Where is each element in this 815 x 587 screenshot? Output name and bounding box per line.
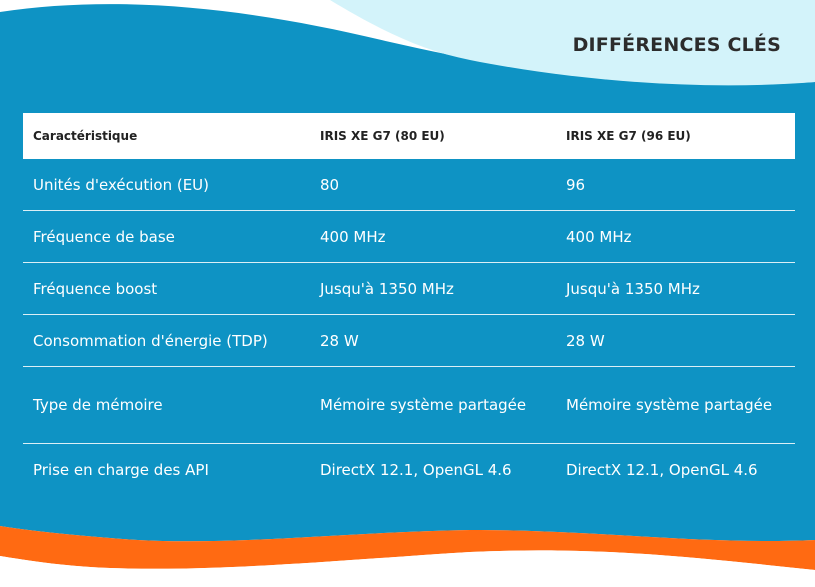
table-row: Fréquence boost Jusqu'à 1350 MHz Jusqu'à… bbox=[23, 262, 795, 315]
table-row: Fréquence de base 400 MHz 400 MHz bbox=[23, 210, 795, 263]
value-96eu: DirectX 12.1, OpenGL 4.6 bbox=[566, 460, 758, 479]
white-bottom bbox=[0, 550, 815, 587]
row-label: Type de mémoire bbox=[23, 366, 310, 444]
value-96eu: Mémoire système partagée bbox=[556, 366, 795, 444]
comparison-table: Caractéristique IRIS XE G7 (80 EU) IRIS … bbox=[23, 113, 795, 495]
table-row: Type de mémoire Mémoire système partagée… bbox=[23, 366, 795, 444]
value-96eu: 96 bbox=[556, 159, 795, 211]
value-80eu: DirectX 12.1, OpenGL 4.6 bbox=[320, 460, 512, 479]
orange-wave bbox=[0, 526, 815, 570]
table-row: Unités d'exécution (EU) 80 96 bbox=[23, 159, 795, 211]
value-80eu: Jusqu'à 1350 MHz bbox=[310, 262, 556, 315]
value-96eu: Jusqu'à 1350 MHz bbox=[556, 262, 795, 315]
table-header-row: Caractéristique IRIS XE G7 (80 EU) IRIS … bbox=[23, 113, 795, 159]
header-80eu: IRIS XE G7 (80 EU) bbox=[320, 129, 445, 143]
row-label: Unités d'exécution (EU) bbox=[23, 159, 310, 211]
header-feature: Caractéristique bbox=[33, 129, 138, 143]
header-96eu: IRIS XE G7 (96 EU) bbox=[566, 129, 691, 143]
value-96eu: 28 W bbox=[556, 314, 795, 367]
table-row: Prise en charge des API DirectX 12.1, Op… bbox=[23, 444, 795, 496]
value-80eu: 80 bbox=[310, 159, 556, 211]
row-label: Consommation d'énergie (TDP) bbox=[23, 314, 310, 367]
row-label: Prise en charge des API bbox=[33, 460, 209, 479]
page-title: DIFFÉRENCES CLÉS bbox=[572, 34, 781, 56]
value-80eu: Mémoire système partagée bbox=[310, 366, 556, 444]
row-label: Fréquence de base bbox=[23, 210, 310, 263]
light-blue-wave bbox=[330, 0, 815, 86]
value-96eu: 400 MHz bbox=[556, 210, 795, 263]
value-80eu: 400 MHz bbox=[310, 210, 556, 263]
row-label: Fréquence boost bbox=[23, 262, 310, 315]
table-row: Consommation d'énergie (TDP) 28 W 28 W bbox=[23, 314, 795, 367]
value-80eu: 28 W bbox=[310, 314, 556, 367]
